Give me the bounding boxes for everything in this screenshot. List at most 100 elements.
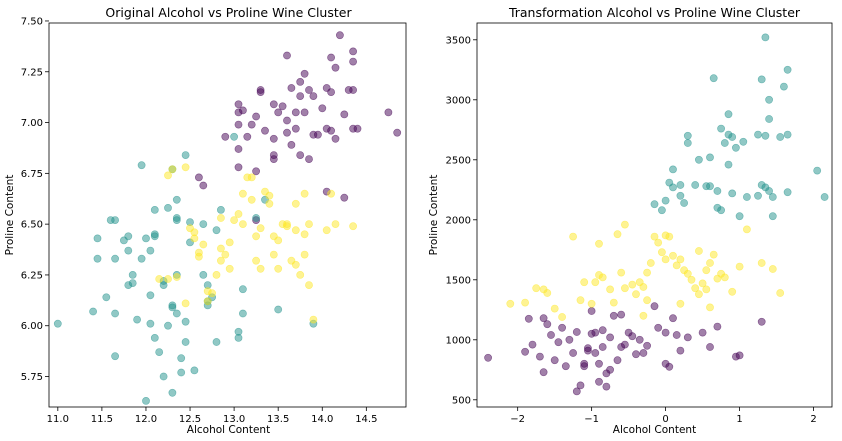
- data-point-yellow: [230, 216, 238, 224]
- data-point-purple: [305, 155, 313, 163]
- data-point-teal: [658, 206, 666, 215]
- data-point-teal: [732, 143, 740, 152]
- data-point-teal: [650, 200, 659, 209]
- data-point-teal: [177, 354, 186, 363]
- data-point-teal: [783, 188, 792, 197]
- data-point-teal: [146, 246, 155, 255]
- data-point-yellow: [164, 171, 172, 180]
- data-point-yellow: [164, 275, 172, 283]
- data-point-purple: [234, 145, 243, 153]
- data-point-yellow: [695, 247, 703, 255]
- data-point-yellow: [265, 191, 274, 200]
- data-point-teal: [706, 153, 714, 162]
- data-point-purple: [234, 108, 243, 117]
- data-point-teal: [783, 130, 792, 139]
- x-tick-label: −1: [584, 414, 599, 425]
- data-point-teal: [124, 232, 133, 241]
- data-point-yellow: [305, 281, 313, 289]
- x-tick-label: 13.0: [223, 414, 245, 425]
- data-point-teal: [238, 309, 247, 318]
- x-tick-label: −2: [510, 414, 525, 425]
- scatter-points: [484, 33, 829, 396]
- data-point-purple: [524, 314, 533, 323]
- data-point-yellow: [628, 280, 637, 289]
- data-point-yellow: [274, 264, 283, 273]
- data-point-purple: [234, 163, 243, 172]
- data-point-purple: [713, 322, 722, 331]
- data-point-purple: [561, 362, 570, 371]
- data-point-purple: [632, 350, 640, 359]
- x-axis-label: Alcohol Content: [187, 424, 270, 436]
- data-point-purple: [384, 108, 393, 117]
- data-point-yellow: [274, 236, 283, 245]
- data-point-purple: [340, 110, 349, 119]
- data-point-teal: [53, 319, 62, 328]
- data-point-teal: [93, 234, 102, 243]
- data-point-yellow: [639, 283, 648, 291]
- data-point-purple: [393, 128, 402, 137]
- data-point-teal: [111, 309, 119, 318]
- data-point-purple: [672, 331, 681, 339]
- data-point-yellow: [238, 189, 247, 198]
- data-point-teal: [765, 95, 773, 104]
- data-point-teal: [142, 396, 150, 405]
- data-point-teal: [150, 333, 159, 342]
- data-point-purple: [327, 53, 335, 62]
- data-point-yellow: [735, 262, 744, 271]
- data-point-yellow: [238, 220, 247, 228]
- data-point-purple: [698, 328, 707, 337]
- data-point-yellow: [291, 260, 300, 269]
- y-tick-label: 500: [452, 395, 471, 406]
- data-point-teal: [776, 133, 785, 141]
- data-point-teal: [274, 305, 283, 314]
- x-axis-label: Alcohol Content: [613, 424, 696, 436]
- data-point-teal: [216, 205, 225, 214]
- data-point-teal: [150, 205, 159, 214]
- data-point-teal: [111, 352, 119, 361]
- data-point-purple: [349, 86, 357, 94]
- data-point-teal: [676, 191, 685, 200]
- data-point-purple: [283, 116, 291, 125]
- data-point-teal: [155, 348, 164, 356]
- data-point-yellow: [632, 290, 640, 299]
- data-point-teal: [768, 193, 777, 201]
- data-point-purple: [313, 130, 322, 139]
- data-point-yellow: [558, 313, 566, 321]
- data-point-purple: [539, 368, 548, 377]
- data-point-teal: [128, 279, 137, 287]
- data-point-purple: [639, 349, 648, 357]
- data-point-yellow: [296, 270, 305, 279]
- data-point-purple: [300, 69, 309, 78]
- data-point-teal: [168, 303, 177, 312]
- data-point-purple: [243, 132, 252, 141]
- data-point-yellow: [683, 269, 692, 278]
- data-point-teal: [168, 388, 177, 397]
- y-tick-label: 7.50: [21, 16, 43, 27]
- y-tick-label: 6.75: [21, 169, 43, 180]
- data-point-teal: [199, 270, 208, 279]
- data-point-yellow: [606, 285, 614, 294]
- data-point-purple: [676, 346, 685, 355]
- chart-title: Original Alcohol vs Proline Wine Cluster: [105, 5, 352, 20]
- data-point-teal: [181, 338, 190, 346]
- data-point-teal: [146, 319, 155, 328]
- data-point-purple: [278, 102, 287, 111]
- data-point-teal: [172, 195, 181, 204]
- x-tick-label: 2: [810, 414, 816, 425]
- data-point-teal: [820, 193, 829, 201]
- data-point-teal: [146, 291, 155, 300]
- data-point-yellow: [598, 273, 607, 282]
- chart-transformation: Transformation Alcohol vs Proline Wine C…: [428, 5, 833, 436]
- data-point-yellow: [550, 304, 559, 313]
- data-point-yellow: [658, 248, 666, 257]
- data-point-teal: [124, 246, 133, 255]
- data-point-purple: [296, 78, 305, 86]
- data-point-yellow: [291, 226, 300, 235]
- data-point-purple: [283, 128, 291, 137]
- data-point-teal: [172, 216, 181, 224]
- data-point-yellow: [168, 165, 177, 174]
- data-point-purple: [291, 124, 300, 133]
- data-point-teal: [252, 214, 260, 222]
- data-point-teal: [111, 254, 119, 263]
